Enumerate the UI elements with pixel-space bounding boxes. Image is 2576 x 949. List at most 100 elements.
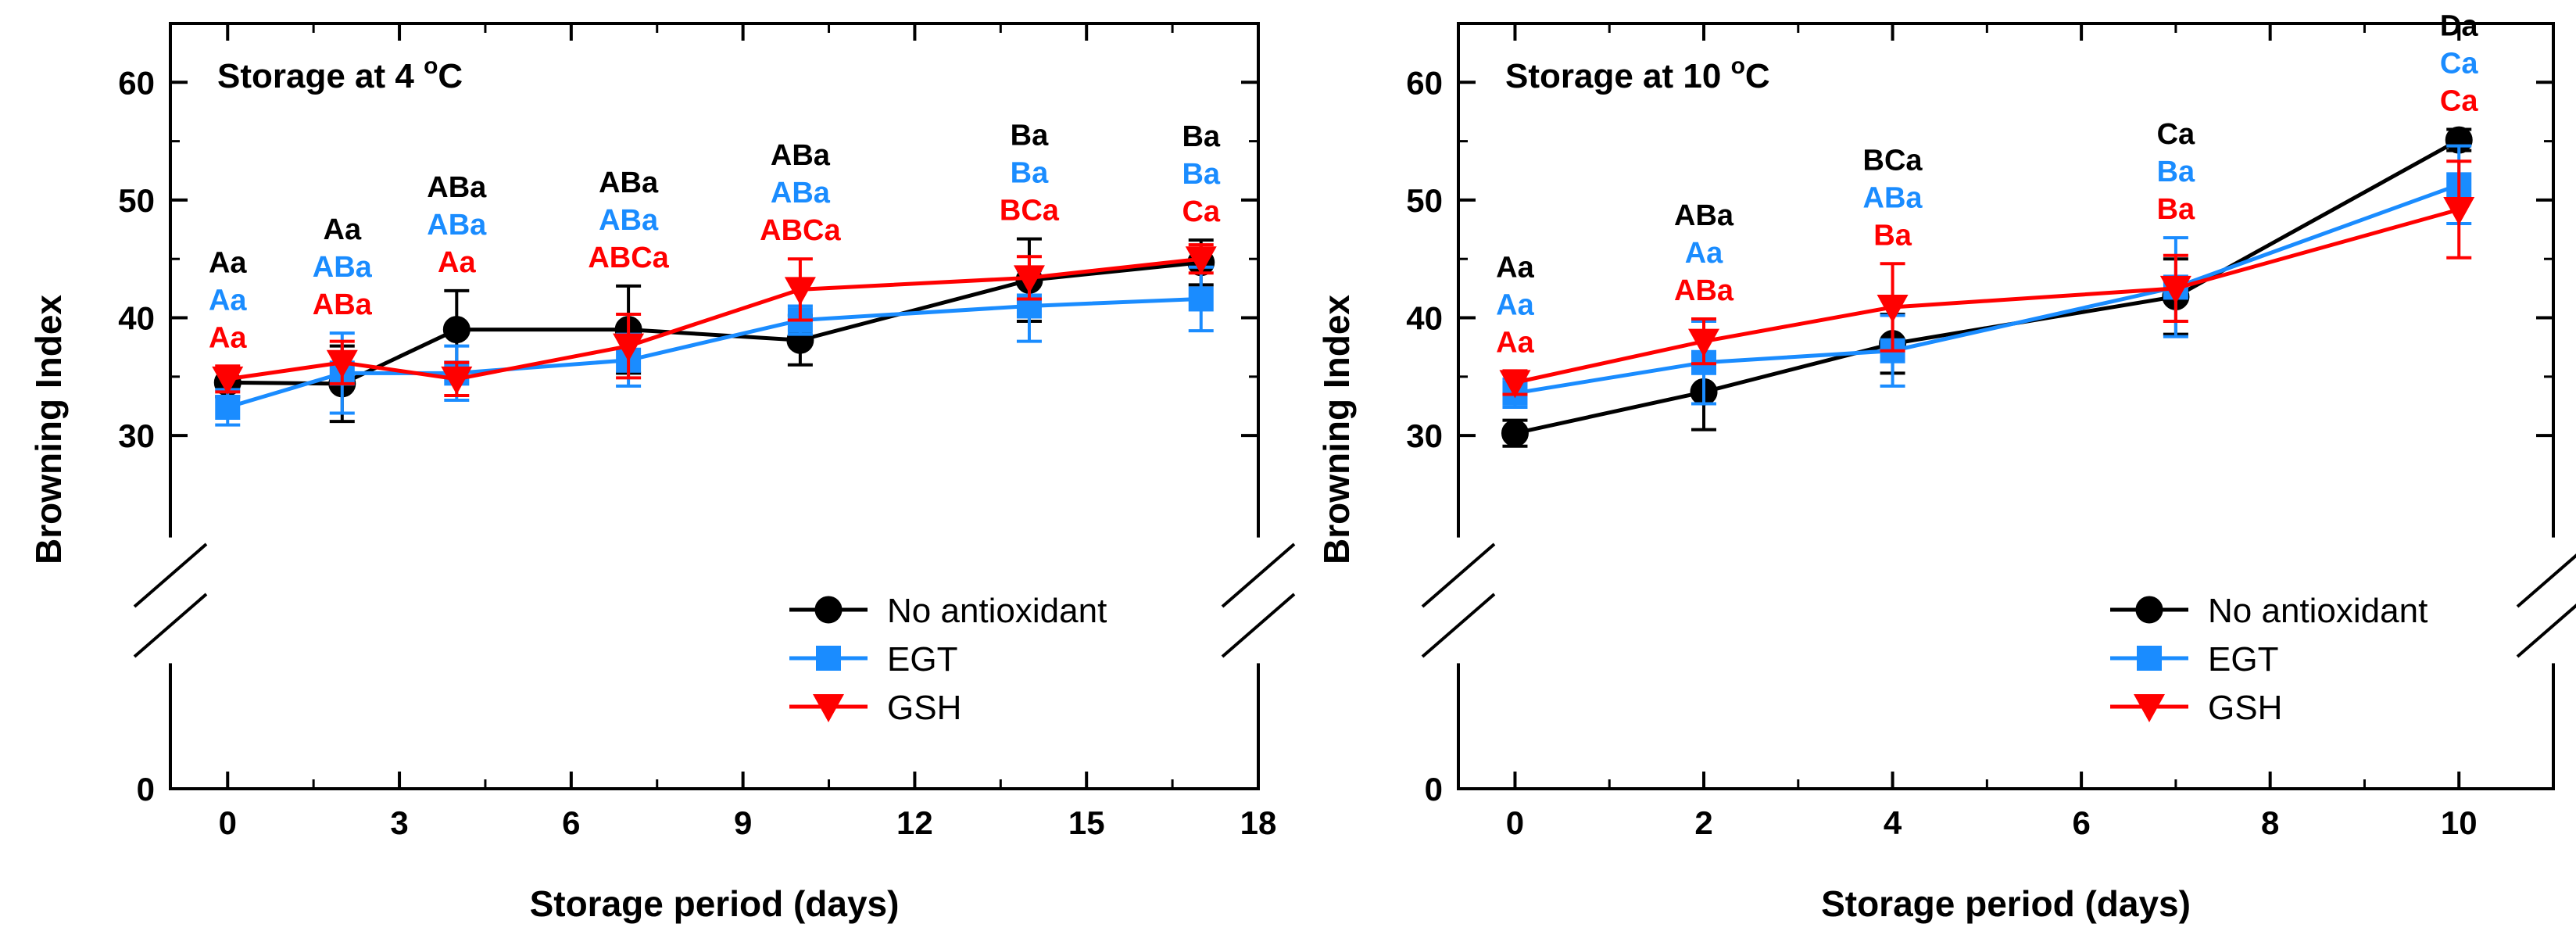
y-tick-label: 40 [1406,300,1443,337]
significance-letter: ABa [1674,274,1734,307]
data-point [441,366,473,395]
significance-letter: Aa [209,246,247,279]
x-axis-title: Storage period (days) [530,883,900,924]
significance-letter: BCa [1863,144,1923,177]
axis-break-gap [1454,537,1463,664]
significance-letter: Aa [1496,326,1534,359]
axis-break-mark [133,543,208,608]
significance-letter: Aa [1496,288,1534,321]
legend-label: GSH [2208,689,2282,727]
axis-break-gap [1254,537,1263,664]
y-tick-label: 60 [1406,64,1443,101]
data-point [326,349,358,378]
y-tick-label: 50 [1406,182,1443,219]
significance-letter: Aa [324,213,362,246]
data-point [1185,246,1217,275]
panel-title-main: Storage at 10 [1505,57,1731,95]
legend-marker [2134,694,2165,722]
x-tick-label: 6 [2072,804,2090,841]
significance-letter: Ba [1182,120,1220,153]
y-tick-label: 30 [1406,417,1443,454]
significance-letter: Aa [209,284,247,317]
panel-title: Storage at 4 oC [217,53,463,95]
significance-letter: Aa [1685,237,1723,270]
y-tick-label: 0 [137,771,155,808]
significance-letter: ABa [599,204,659,237]
series-egt [1502,144,2472,410]
data-point [2159,275,2191,304]
significance-letter: Aa [209,321,247,354]
x-tick-label: 15 [1068,804,1105,841]
significance-letter: Aa [438,246,476,279]
x-tick-label: 8 [2261,804,2279,841]
data-point [2443,196,2475,225]
significance-letter: Ca [2440,48,2478,81]
significance-letter: Da [2440,10,2478,43]
significance-letter: ABa [599,167,659,199]
data-point [1877,294,1909,323]
x-tick-label: 10 [2441,804,2478,841]
panel-4c: 0 30 40 50 60 0 3 6 9 12 15 18 Storage period (days)… [28,22,1296,924]
axis-break-mark [133,593,208,658]
data-point [1013,265,1045,294]
legend-label: EGT [887,640,957,679]
panel-10c: 0 30 40 50 60 0 2 4 6 8 10 Storage period (days) Bro… [1316,10,2576,924]
significance-letter: BCa [1000,195,1060,227]
significance-letter: ABa [427,171,487,204]
data-point [1499,370,1531,399]
data-point [1188,286,1214,312]
y-tick-label: 50 [118,182,155,219]
series-gsh [1499,159,2475,399]
significance-letter: ABa [313,251,373,284]
significance-letter: Ca [2157,118,2195,151]
axis-break-mark [1421,593,1496,658]
panel-title-unit: C [1745,57,1770,95]
series-no-antioxidant [1501,126,2473,448]
axis-break-mark [1421,543,1496,608]
legend-entry: GSH [789,689,961,727]
legend-entry: EGT [2110,640,2278,679]
x-tick-label: 12 [896,804,933,841]
legend-label: EGT [2208,640,2278,679]
y-tick-label: 0 [1425,771,1443,808]
legend-marker [2135,596,2163,624]
x-tick-label: 0 [1506,804,1524,841]
y-tick-label: 30 [118,417,155,454]
x-tick-label: 6 [562,804,580,841]
data-point [1501,419,1529,447]
y-axis-title: Browning Index [1316,295,1357,564]
significance-letter: Ca [1182,195,1220,228]
legend-entry: No antioxidant [2110,592,2428,630]
significance-letter: ABa [427,209,487,242]
x-axis-title: Storage period (days) [1821,883,2191,924]
plot-frame [169,22,1260,790]
panel-title-main: Storage at 4 [217,57,424,95]
significance-letter: ABa [771,139,831,172]
series-line [1514,138,2460,435]
data-point [442,316,470,344]
significance-letter: Ca [2440,85,2478,118]
significance-letter: ABa [313,288,373,321]
legend-entry: GSH [2110,689,2282,727]
significance-letter: Ba [1011,120,1049,152]
x-tick-label: 3 [390,804,408,841]
y-axis-title: Browning Index [28,295,69,564]
significance-letter: Aa [1496,251,1534,284]
panel-title-degree: o [424,53,438,79]
legend-entry: EGT [789,640,957,679]
series-line [227,296,1201,410]
data-point [613,333,645,362]
series-gsh [212,243,1217,397]
axis-break-mark [2516,553,2576,608]
legend-label: No antioxidant [2208,592,2428,630]
data-point [784,277,816,306]
panel-title-degree: o [1731,53,1745,79]
legend-marker [813,694,844,722]
axis-break-mark [1221,593,1296,658]
data-point [1688,328,1720,357]
axis-break-gap [2549,537,2558,664]
x-tick-label: 2 [1694,804,1712,841]
panel-title: Storage at 10 oC [1505,53,1770,95]
x-tick-label: 9 [734,804,752,841]
